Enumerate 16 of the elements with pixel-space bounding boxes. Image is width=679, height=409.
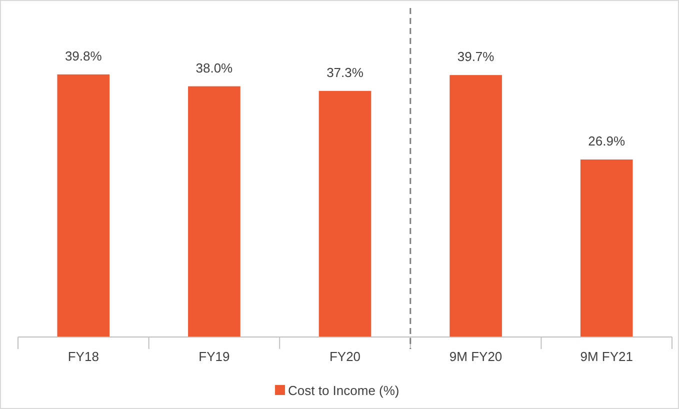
data-label: 39.7%: [457, 49, 495, 64]
bar: [188, 86, 240, 337]
x-tick-label: FY18: [68, 349, 99, 364]
x-tick-label: FY19: [198, 349, 230, 364]
data-label: 39.8%: [64, 48, 102, 64]
data-label: 38.0%: [196, 60, 234, 76]
bar: [57, 74, 110, 337]
data-label: 26.9%: [588, 134, 626, 149]
bar: [450, 75, 502, 337]
bar: [318, 90, 372, 337]
data-label: 37.3%: [326, 64, 364, 80]
x-tick-label: FY20: [329, 349, 361, 364]
legend-label: Cost to Income (%): [288, 383, 400, 398]
x-tick-label: 9M FY20: [449, 349, 502, 364]
bar: [580, 160, 633, 337]
x-tick-label: 9M FY21: [580, 349, 633, 364]
